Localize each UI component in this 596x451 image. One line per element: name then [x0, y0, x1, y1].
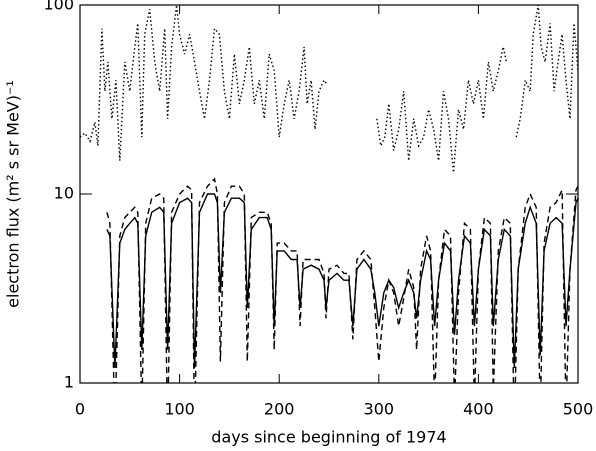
x-tick-label: 400: [463, 400, 494, 419]
x-tick-label: 200: [264, 400, 295, 419]
x-tick-label: 100: [164, 400, 195, 419]
y-axis-label: electron flux (m² s sr MeV)⁻¹: [4, 80, 23, 308]
x-axis-label: days since beginning of 1974: [211, 428, 446, 447]
series-line: [80, 5, 578, 173]
plot-frame: [79, 4, 579, 384]
plot-lines: [80, 5, 578, 383]
series-line: [106, 177, 578, 383]
x-tick-label: 500: [563, 400, 594, 419]
x-tick-label: 0: [75, 400, 85, 419]
y-tick-label: 10: [54, 184, 74, 203]
y-tick-label: 1: [64, 373, 74, 392]
x-tick-label: 300: [364, 400, 395, 419]
y-tick-label: 100: [43, 0, 74, 14]
